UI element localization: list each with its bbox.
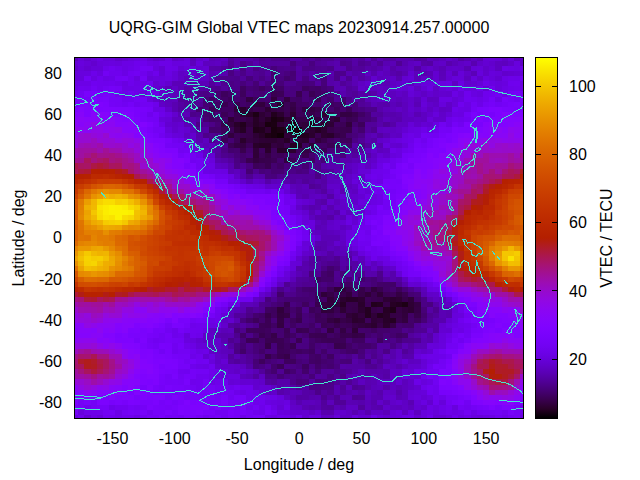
svg-text:Latitude / deg: Latitude / deg bbox=[10, 190, 27, 287]
svg-text:-50: -50 bbox=[225, 430, 248, 447]
svg-text:50: 50 bbox=[353, 430, 371, 447]
svg-text:VTEC / TECU: VTEC / TECU bbox=[598, 188, 615, 287]
svg-text:150: 150 bbox=[473, 430, 500, 447]
svg-text:60: 60 bbox=[44, 106, 62, 123]
svg-text:100: 100 bbox=[410, 430, 437, 447]
svg-text:-20: -20 bbox=[39, 271, 62, 288]
svg-text:40: 40 bbox=[569, 283, 587, 300]
svg-text:20: 20 bbox=[569, 351, 587, 368]
svg-text:0: 0 bbox=[295, 430, 304, 447]
svg-text:Longitude / deg: Longitude / deg bbox=[244, 456, 354, 473]
svg-text:20: 20 bbox=[44, 188, 62, 205]
svg-text:UQRG-GIM Global VTEC maps 2023: UQRG-GIM Global VTEC maps 20230914.257.0… bbox=[109, 19, 490, 36]
svg-text:80: 80 bbox=[44, 65, 62, 82]
svg-text:40: 40 bbox=[44, 147, 62, 164]
svg-text:0: 0 bbox=[53, 229, 62, 246]
svg-text:80: 80 bbox=[569, 146, 587, 163]
svg-text:-40: -40 bbox=[39, 312, 62, 329]
svg-text:-80: -80 bbox=[39, 394, 62, 411]
svg-text:-150: -150 bbox=[96, 430, 128, 447]
svg-text:60: 60 bbox=[569, 214, 587, 231]
svg-text:-100: -100 bbox=[159, 430, 191, 447]
svg-text:100: 100 bbox=[569, 78, 596, 95]
svg-text:-60: -60 bbox=[39, 353, 62, 370]
